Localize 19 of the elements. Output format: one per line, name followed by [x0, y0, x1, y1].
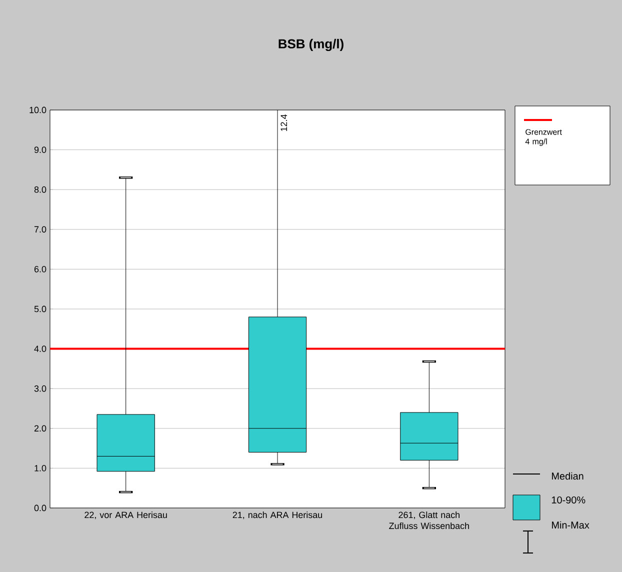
y-tick-label: 0.0	[34, 504, 46, 512]
y-tick-label: 10.0	[30, 106, 46, 114]
y-tick-label: 3.0	[34, 385, 46, 392]
y-tick-label: 7.0	[34, 226, 46, 233]
text: 10-90%	[552, 496, 586, 504]
x-tick-label: 261, Glatt nach Zufluss Wissenbach	[389, 512, 469, 530]
annotation: 12.4	[280, 114, 287, 131]
x-tick-label: 22, vor ARA Herisau	[84, 512, 167, 520]
text: Min-Max	[552, 521, 590, 529]
y-tick-label: 1.0	[34, 465, 46, 472]
y-tick-label: 9.0	[34, 146, 46, 153]
y-tick-label: 6.0	[34, 266, 46, 272]
y-tick-label: 2.0	[34, 425, 46, 432]
text: Median	[552, 472, 584, 480]
y-tick-label: 4.0	[34, 346, 46, 352]
y-tick-label: 5.0	[34, 306, 46, 312]
y-tick-label: 8.0	[34, 186, 46, 193]
chart-title: BSB (mg/l)	[278, 38, 344, 52]
x-tick-label: 21, nach ARA Herisau	[232, 512, 322, 520]
